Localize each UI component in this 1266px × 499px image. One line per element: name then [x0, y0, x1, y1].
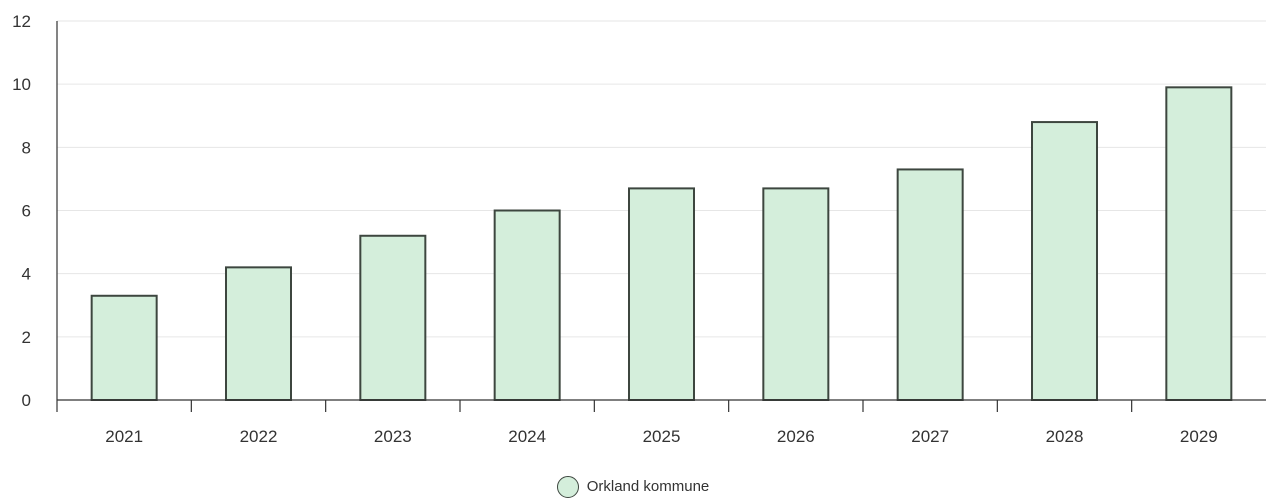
x-tick-label: 2025 [643, 427, 681, 446]
bars [90, 86, 1233, 401]
legend-swatch [556, 475, 579, 498]
x-tick-label: 2022 [240, 427, 278, 446]
y-tick-label: 10 [12, 75, 31, 94]
bar-2021[interactable] [90, 294, 158, 401]
bar-2023[interactable] [359, 234, 427, 401]
x-tick-label: 2024 [508, 427, 546, 446]
x-tick-label: 2029 [1180, 427, 1218, 446]
x-tick-labels: 2021 2022 2023 2024 2025 2026 2027 2028 2029 [105, 427, 1217, 446]
y-tick-label: 12 [12, 12, 31, 31]
bar-2029[interactable] [1165, 86, 1233, 401]
legend-label: Orkland kommune [586, 478, 710, 495]
bar-2022[interactable] [225, 266, 292, 401]
y-tick-label: 8 [22, 138, 31, 157]
y-tick-label: 2 [22, 328, 31, 347]
y-tick-label: 4 [22, 265, 31, 284]
axes [56, 21, 1266, 412]
x-tick-label: 2026 [777, 427, 815, 446]
legend-item[interactable]: Orkland kommune [556, 475, 710, 498]
bar-2025[interactable] [628, 187, 695, 401]
y-tick-label: 6 [22, 202, 31, 221]
x-tick-label: 2028 [1046, 427, 1084, 446]
bar-2027[interactable] [896, 168, 964, 401]
x-tick-label: 2027 [911, 427, 949, 446]
x-tick-label: 2023 [374, 427, 412, 446]
y-tick-labels: 0 2 4 6 8 10 12 [12, 12, 31, 410]
legend: Orkland kommune [0, 474, 1266, 499]
y-tick-label: 0 [22, 391, 31, 410]
bar-2028[interactable] [1031, 121, 1098, 401]
bar-2026[interactable] [762, 187, 830, 401]
bar-2024[interactable] [493, 209, 561, 401]
x-tick-label: 2021 [105, 427, 143, 446]
